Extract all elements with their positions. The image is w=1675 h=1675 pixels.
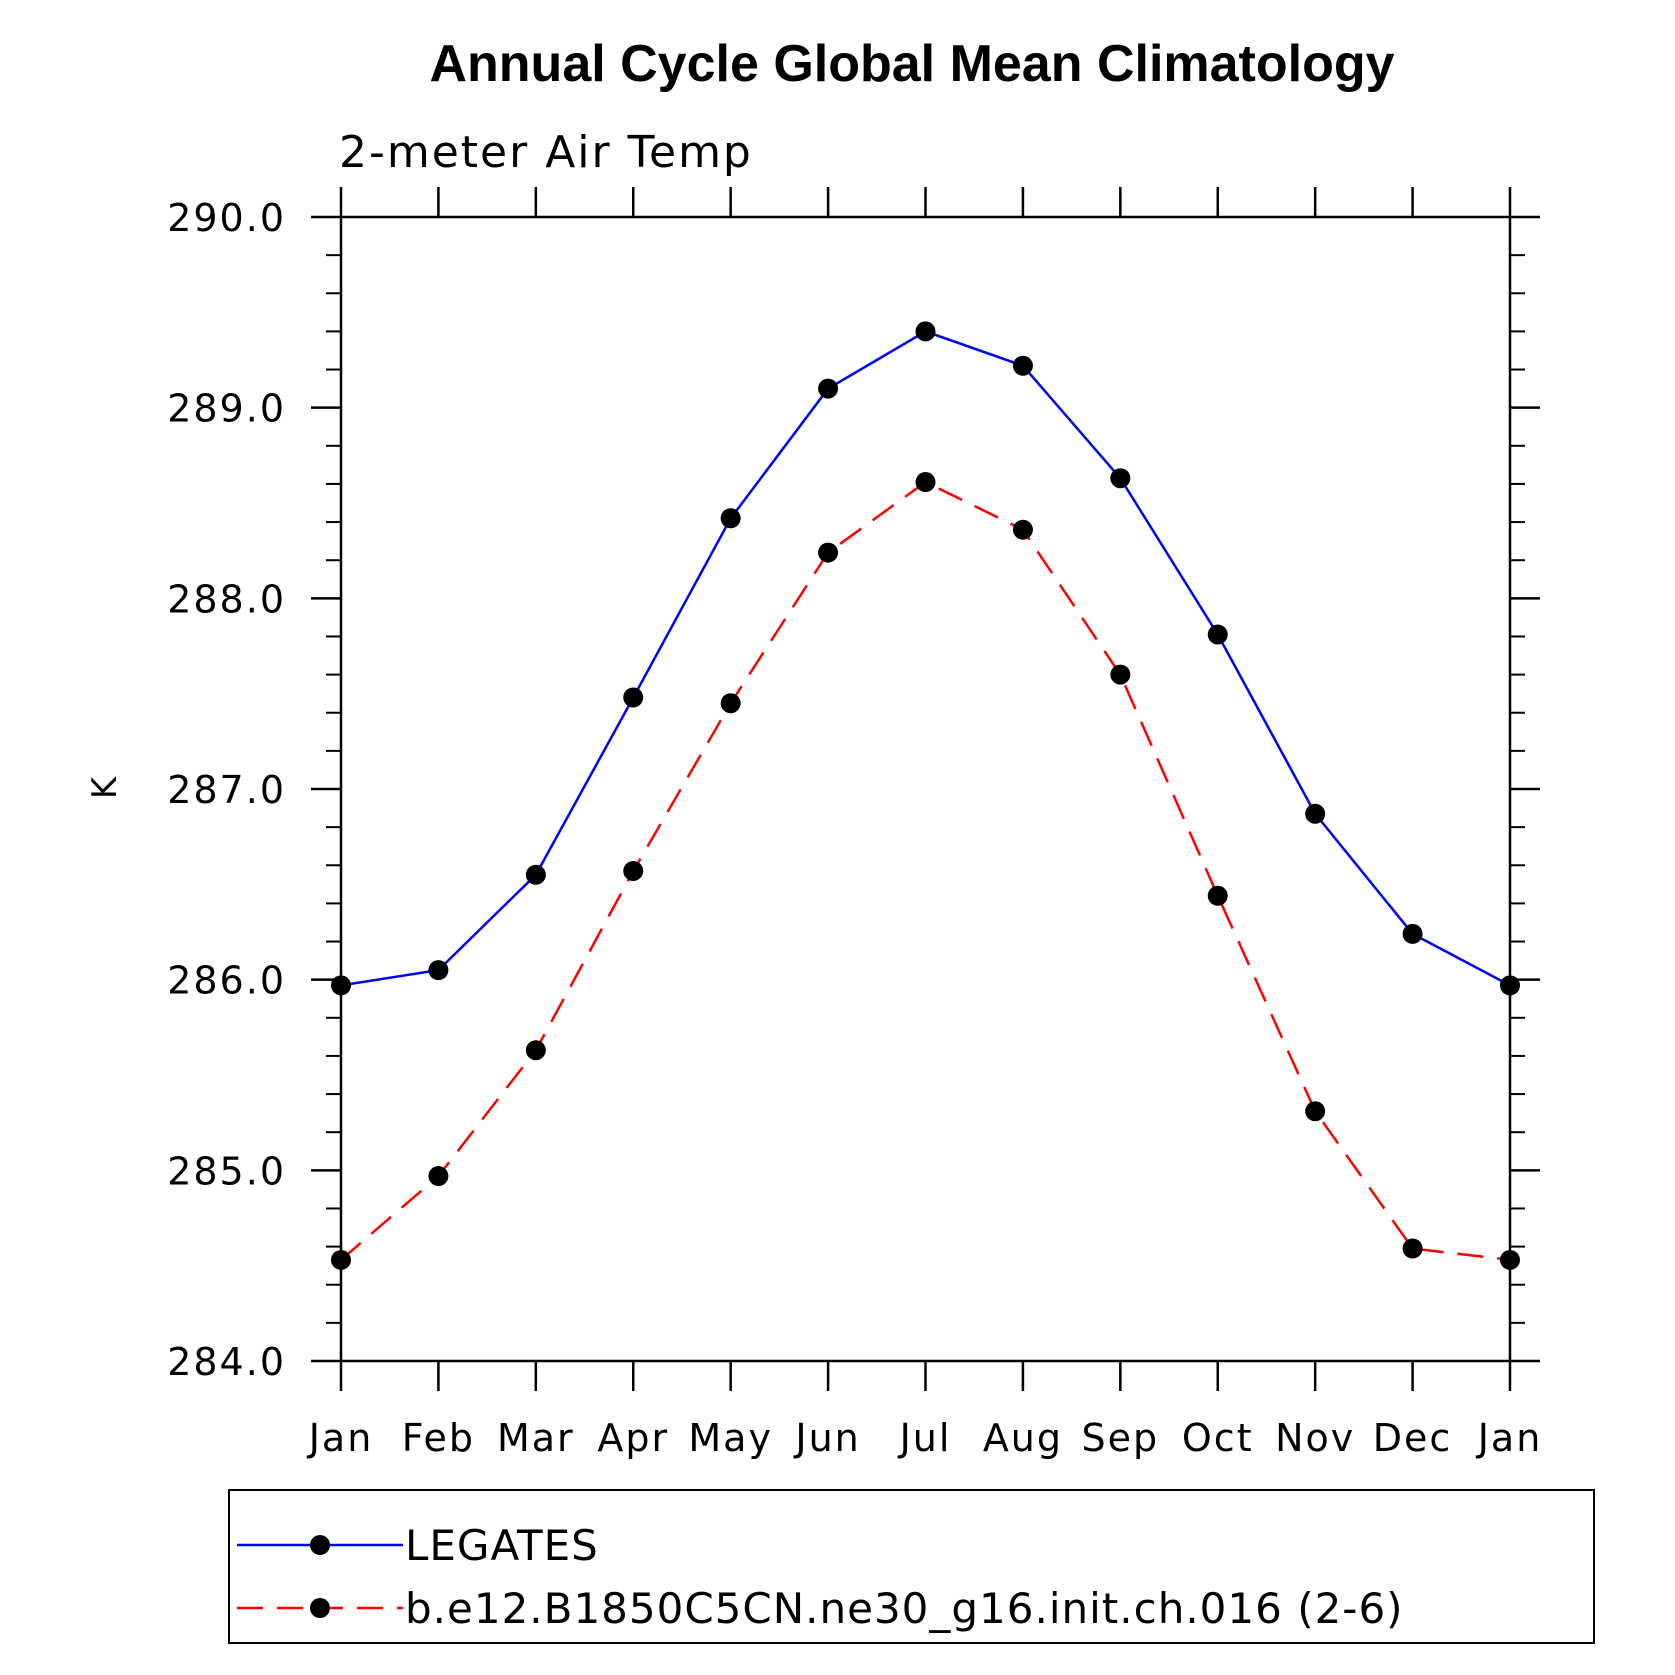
y-tick-label: 285.0 [167,1149,286,1193]
data-point [1402,1238,1423,1259]
x-tick-label: May [688,1416,773,1460]
y-tick-label: 290.0 [167,196,286,240]
data-point [623,860,644,881]
x-tick-label: Aug [983,1416,1063,1460]
y-tick-label: 288.0 [167,577,286,621]
x-tick-label: Feb [402,1416,475,1460]
data-point [1012,355,1033,376]
chart-subtitle: 2-meter Air Temp [339,127,753,178]
x-tick-label: Jan [307,1416,374,1460]
data-point [623,687,644,708]
x-tick-label: Dec [1373,1416,1453,1460]
x-tick-label: Mar [497,1416,575,1460]
x-tick-label: Jul [898,1416,952,1460]
axis-ticks [311,187,1540,1391]
x-tick-labels: Jan Feb Mar Apr May Jun Jul Aug Sep Oct Nov Dec Jan [307,1416,1543,1460]
series-1 [331,321,1520,996]
y-tick-label: 289.0 [167,387,286,431]
data-point [1207,885,1228,906]
data-point [428,960,449,981]
y-axis-label: K [85,775,125,799]
series-line [340,330,1511,987]
y-tick-label: 286.0 [167,959,286,1003]
x-tick-label: Sep [1082,1416,1160,1460]
data-point [1500,975,1520,996]
legend: LEGATES b.e12.B1850C5CN.ne30_g16.init.ch.… [228,1489,1595,1644]
data-point [720,508,741,529]
data-point [720,693,741,714]
legend-label-2: b.e12.B1850C5CN.ne30_g16.init.ch.016 (2-… [405,1584,1404,1633]
data-point [915,472,936,493]
y-tick-label: 284.0 [167,1340,286,1384]
data-point [818,378,839,399]
data-point [1402,923,1423,944]
data-point [331,975,351,996]
x-tick-label: Jun [793,1416,860,1460]
legend-marker-2 [310,1598,330,1618]
x-tick-label: Jan [1476,1416,1543,1460]
series-line [340,480,1511,1262]
series-2 [331,472,1520,1270]
data-point [331,1249,351,1270]
x-tick-label: Apr [597,1416,669,1460]
legend-box [228,1489,1595,1644]
data-point [1305,803,1326,824]
data-point [1305,1101,1326,1122]
legend-label-1: LEGATES [405,1521,599,1570]
x-tick-label: Nov [1275,1416,1355,1460]
chart-title: Annual Cycle Global Mean Climatology [429,35,1394,93]
data-point [525,864,546,885]
data-point [428,1166,449,1187]
y-tick-label: 287.0 [167,768,286,812]
data-point [1012,519,1033,540]
data-point [818,542,839,563]
data-point [1110,664,1131,685]
x-tick-label: Oct [1182,1416,1254,1460]
plot-frame [339,215,1512,1363]
data-point [1500,1249,1520,1270]
data-point [915,321,936,342]
series-layer [331,321,1520,1270]
y-tick-labels: 284.0 285.0 286.0 287.0 288.0 289.0 290.0 [167,196,286,1384]
data-point [525,1040,546,1061]
legend-marker-1 [310,1535,330,1555]
data-point [1110,468,1131,489]
data-point [1207,624,1228,645]
